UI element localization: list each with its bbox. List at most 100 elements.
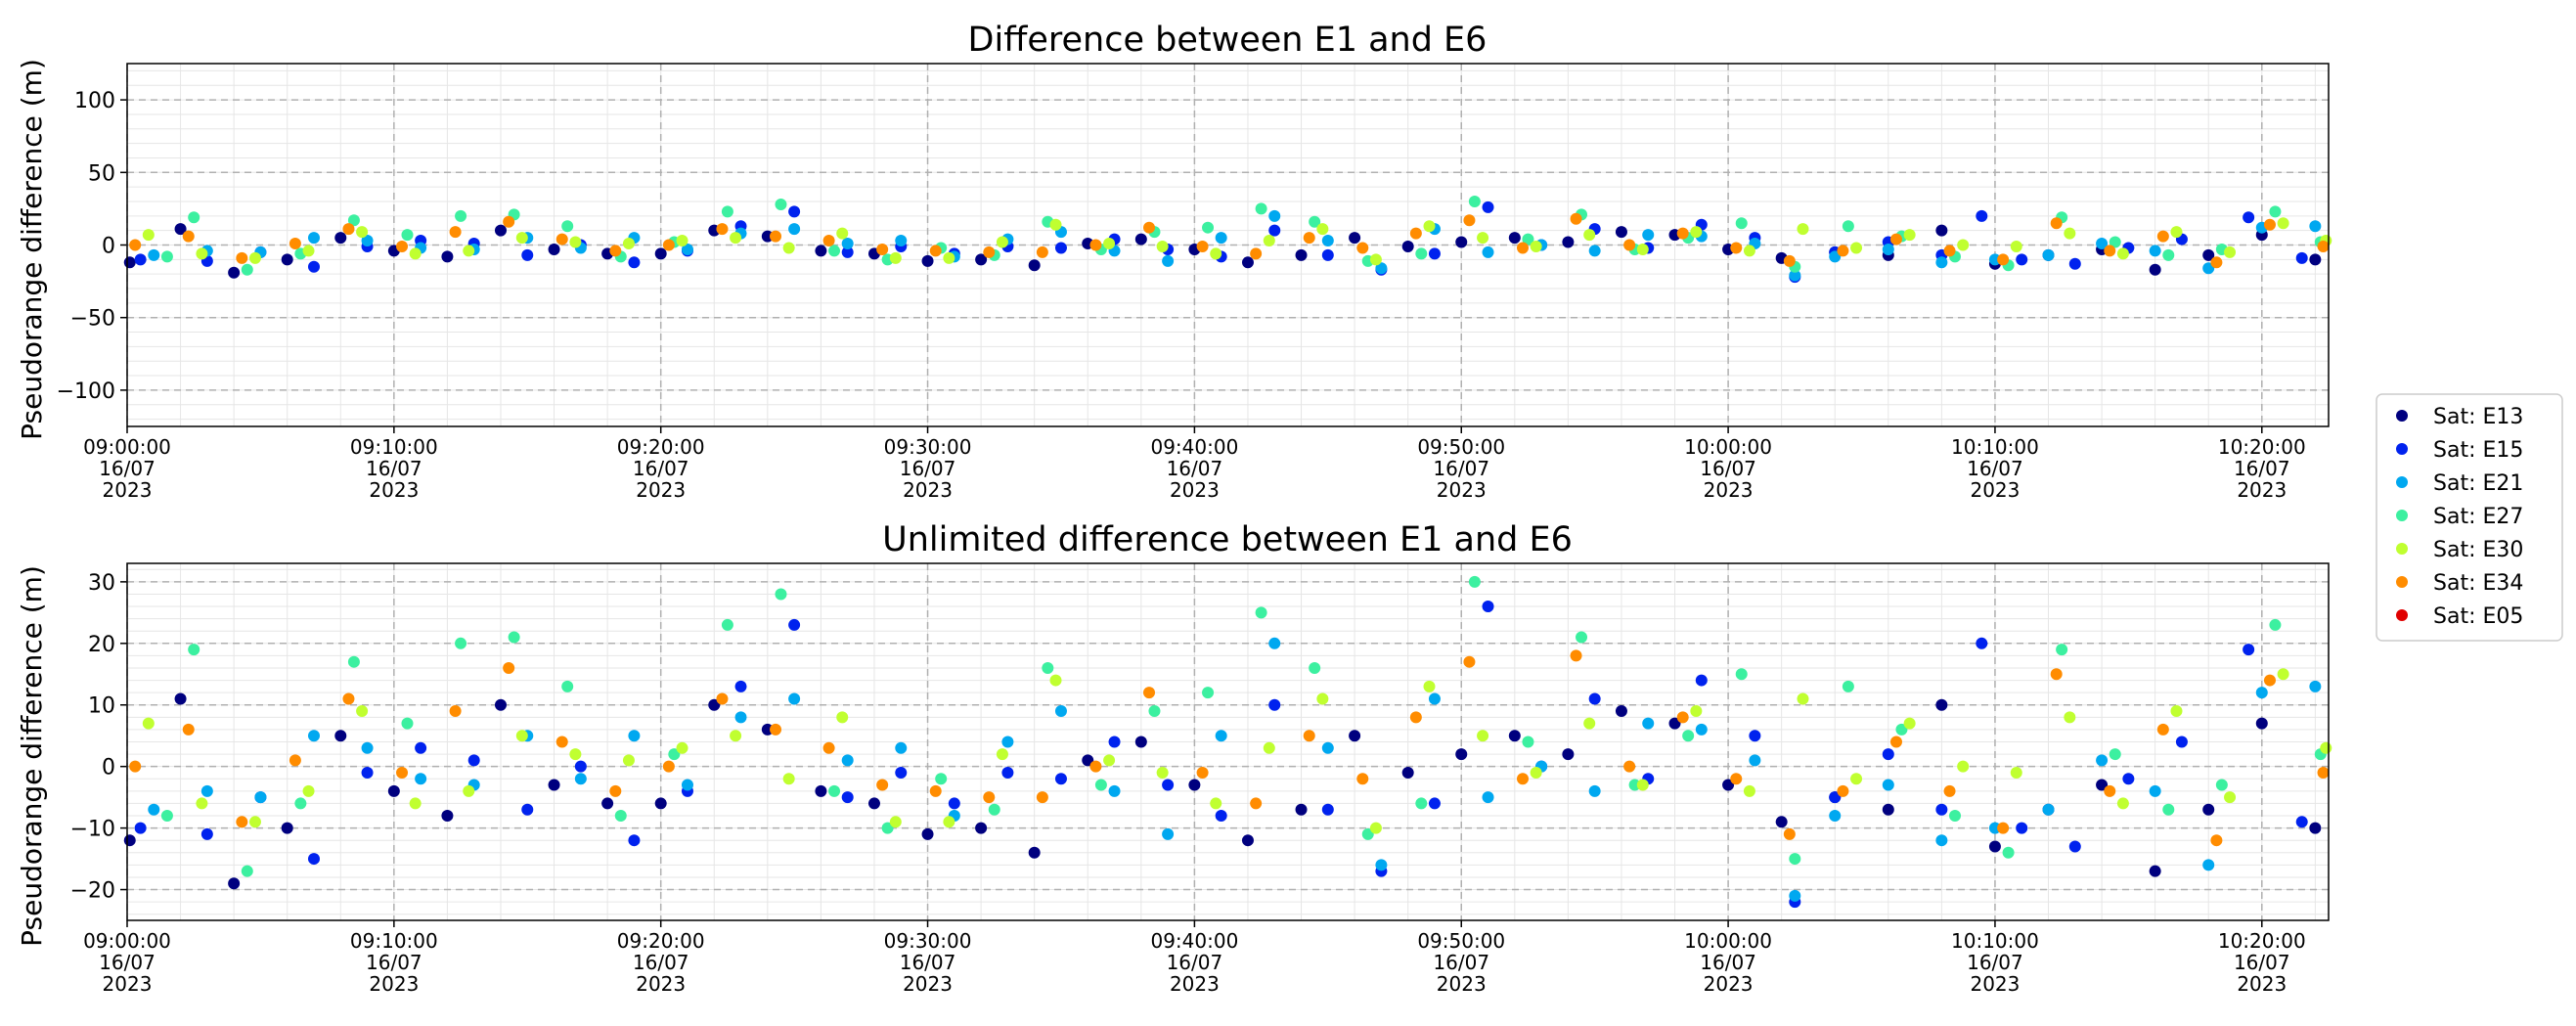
data-point [1508, 730, 1521, 742]
data-point [2042, 803, 2055, 816]
x-tick-label: 2023 [903, 478, 953, 502]
data-point [1623, 760, 1636, 773]
data-point [2255, 687, 2268, 699]
x-tick-label: 10:10:00 [1951, 929, 2039, 953]
data-point [361, 766, 374, 779]
data-point [1789, 889, 1801, 902]
data-point [2050, 217, 2063, 230]
data-point [1695, 674, 1708, 687]
data-point [770, 723, 782, 736]
data-point [1103, 754, 1116, 767]
data-point [895, 741, 908, 754]
data-point [182, 723, 195, 736]
y-tick-label: 50 [88, 161, 115, 186]
data-point [1837, 245, 1849, 257]
data-point [2116, 247, 2129, 260]
data-point [1295, 248, 1308, 261]
data-point [1356, 242, 1369, 254]
data-point [1889, 233, 1902, 245]
data-point [396, 766, 409, 779]
data-point [921, 827, 934, 840]
data-point [2149, 784, 2161, 797]
data-point [2010, 766, 2022, 779]
data-point [241, 865, 253, 877]
data-point [1295, 803, 1308, 816]
y-tick-label: 0 [102, 235, 115, 259]
data-point [334, 730, 347, 742]
data-point [302, 784, 315, 797]
data-point [1210, 247, 1222, 260]
x-tick-label: 2023 [2237, 972, 2287, 996]
data-point [1156, 240, 1169, 252]
x-tick-label: 10:10:00 [1951, 435, 2039, 459]
data-point [1103, 238, 1116, 250]
data-point [730, 730, 742, 742]
data-point [2309, 680, 2322, 692]
data-point [2175, 736, 2188, 748]
data-point [1316, 223, 1329, 236]
legend-marker [2396, 609, 2408, 621]
bottom-chart-plot-area: −20−10010203009:00:0016/07202309:10:0016… [70, 562, 2332, 996]
data-point [123, 834, 136, 847]
data-point [361, 741, 374, 754]
data-point [1042, 661, 1054, 674]
data-point [1250, 797, 1263, 810]
bottom-chart-ylabel: Pseudorange difference (m) [16, 565, 48, 947]
x-tick-label: 16/07 [1967, 951, 2023, 974]
data-point [822, 235, 835, 247]
data-point [2320, 741, 2332, 754]
x-tick-label: 10:00:00 [1684, 435, 1772, 459]
data-point [1957, 760, 1970, 773]
data-point [1935, 834, 1948, 847]
x-tick-label: 09:30:00 [884, 929, 972, 953]
data-point [241, 263, 253, 276]
data-point [2096, 754, 2109, 767]
data-point [521, 803, 534, 816]
data-point [1636, 779, 1649, 791]
data-point [515, 730, 528, 742]
data-point [1783, 254, 1796, 267]
x-tick-label: 09:50:00 [1417, 435, 1505, 459]
data-point [396, 240, 409, 252]
data-point [503, 661, 515, 674]
data-point [1263, 741, 1275, 754]
y-tick-label: 20 [88, 633, 115, 657]
data-point [1690, 705, 1703, 718]
data-point [1463, 655, 1476, 668]
x-tick-label: 16/07 [900, 457, 956, 480]
data-point [2269, 618, 2282, 631]
data-point [2295, 816, 2308, 828]
x-tick-label: 16/07 [900, 951, 956, 974]
legend-box [2376, 393, 2563, 642]
data-point [1241, 256, 1254, 269]
data-point [441, 810, 454, 823]
data-point [988, 803, 1000, 816]
data-point [415, 773, 427, 785]
data-point [1215, 730, 1227, 742]
data-point [2016, 822, 2028, 834]
data-point [1988, 840, 2001, 853]
data-point [561, 220, 574, 233]
data-point [574, 773, 587, 785]
data-point [1722, 779, 1735, 791]
data-point [1455, 748, 1468, 761]
data-point [302, 245, 315, 257]
data-point [228, 877, 241, 890]
data-point [228, 266, 241, 279]
data-point [668, 748, 681, 761]
data-point [188, 211, 200, 224]
data-point [401, 229, 414, 242]
data-point [1162, 779, 1175, 791]
data-point [1997, 253, 2010, 266]
data-point [1682, 730, 1695, 742]
data-point [1309, 215, 1321, 228]
x-tick-label: 2023 [1970, 478, 2020, 502]
data-point [2210, 256, 2223, 269]
data-point [1108, 784, 1121, 797]
data-point [2309, 253, 2322, 266]
x-tick-label: 09:10:00 [350, 929, 438, 953]
data-point [1196, 766, 1209, 779]
x-tick-label: 09:30:00 [884, 435, 972, 459]
data-point [174, 223, 187, 236]
data-point [943, 816, 955, 828]
